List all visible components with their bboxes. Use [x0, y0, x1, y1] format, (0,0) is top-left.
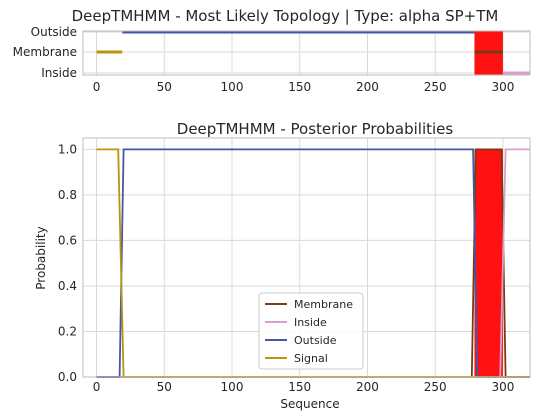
topology-x-tick-label: 150 — [288, 80, 311, 94]
topology-y-ticks: Outside Membrane Inside — [13, 25, 77, 80]
topology-y-tick-label: Inside — [41, 66, 77, 80]
topology-title: DeepTMHMM - Most Likely Topology | Type:… — [72, 7, 499, 25]
topology-frame — [82, 30, 531, 76]
posterior-x-tick-label: 50 — [157, 380, 172, 394]
posterior-x-tick-label: 250 — [424, 380, 447, 394]
legend: Membrane Inside Outside Signal — [258, 292, 364, 370]
topology-y-tick-label: Membrane — [13, 45, 77, 59]
posterior-y-tick-label: 0.2 — [58, 324, 77, 338]
topology-y-tick-label: Outside — [31, 25, 77, 39]
posterior-y-tick-label: 0.0 — [58, 370, 77, 384]
topology-chart: DeepTMHMM - Most Likely Topology | Type:… — [13, 7, 531, 94]
posterior-y-tick-label: 0.6 — [58, 233, 77, 247]
posterior-x-tick-label: 100 — [221, 380, 244, 394]
y-axis-label: Probability — [34, 226, 48, 289]
legend-label-inside: Inside — [294, 316, 327, 329]
posterior-y-ticks: 0.0 0.2 0.4 0.6 0.8 1.0 — [58, 142, 77, 384]
posterior-y-tick-label: 0.4 — [58, 279, 77, 293]
legend-label-outside: Outside — [294, 334, 337, 347]
topology-x-ticks: 0 50 100 150 200 250 300 — [93, 80, 515, 94]
posterior-title: DeepTMHMM - Posterior Probabilities — [177, 120, 454, 138]
topology-x-tick-label: 50 — [157, 80, 172, 94]
posterior-x-tick-label: 200 — [356, 380, 379, 394]
posterior-chart: DeepTMHMM - Posterior Probabilities 0.00… — [34, 120, 531, 411]
legend-label-membrane: Membrane — [294, 298, 353, 311]
legend-label-signal: Signal — [294, 352, 328, 365]
topology-x-tick-label: 100 — [221, 80, 244, 94]
topology-grid — [83, 31, 530, 75]
posterior-y-tick-label: 1.0 — [58, 142, 77, 156]
topology-x-tick-label: 200 — [356, 80, 379, 94]
x-axis-label: Sequence — [280, 397, 339, 411]
posterior-x-tick-label: 300 — [491, 380, 514, 394]
legend-box — [258, 292, 364, 370]
topology-x-tick-label: 300 — [491, 80, 514, 94]
membrane-region-fill — [474, 149, 503, 377]
posterior-y-tick-label: 0.8 — [58, 188, 77, 202]
posterior-x-ticks: 0 50 100 150 200 250 300 — [93, 380, 515, 394]
membrane-region — [474, 149, 503, 377]
topology-x-tick-label: 0 — [93, 80, 101, 94]
topology-x-tick-label: 250 — [424, 80, 447, 94]
posterior-x-tick-label: 150 — [288, 380, 311, 394]
topology-marks — [96, 30, 530, 75]
posterior-frame — [82, 137, 531, 378]
posterior-x-tick-label: 0 — [93, 380, 101, 394]
